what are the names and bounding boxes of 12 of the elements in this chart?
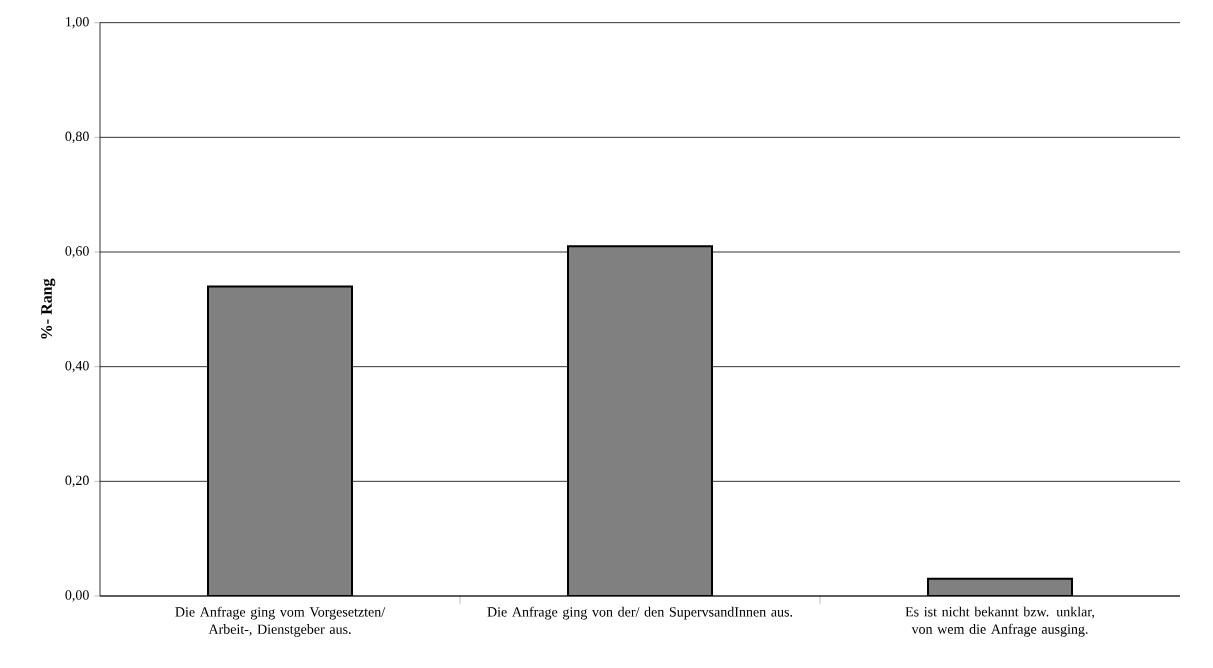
y-tick-label: 0,40 xyxy=(65,360,89,373)
y-axis-title: %- Rang xyxy=(41,278,56,339)
bar xyxy=(207,285,353,596)
y-tick-label: 0,60 xyxy=(65,246,89,258)
y-tick-label: 0,00 xyxy=(65,590,89,602)
y-tick-label: 1,00 xyxy=(66,16,89,29)
x-tick-label: Die Anfrage ging von der/ den SupervsandInnen aus. xyxy=(487,606,793,620)
bar xyxy=(567,245,714,596)
y-tick-label: 0,80 xyxy=(65,131,89,144)
x-tick-label: Es ist nicht bekannt bzw. unklar, von wem die Anfrage ausging. xyxy=(905,606,1095,637)
y-tick-label: 0,20 xyxy=(65,475,89,488)
x-tick-label: Die Anfrage ging vom Vorgesetzten/ Arbeit-, Dienstgeber aus. xyxy=(175,606,386,637)
